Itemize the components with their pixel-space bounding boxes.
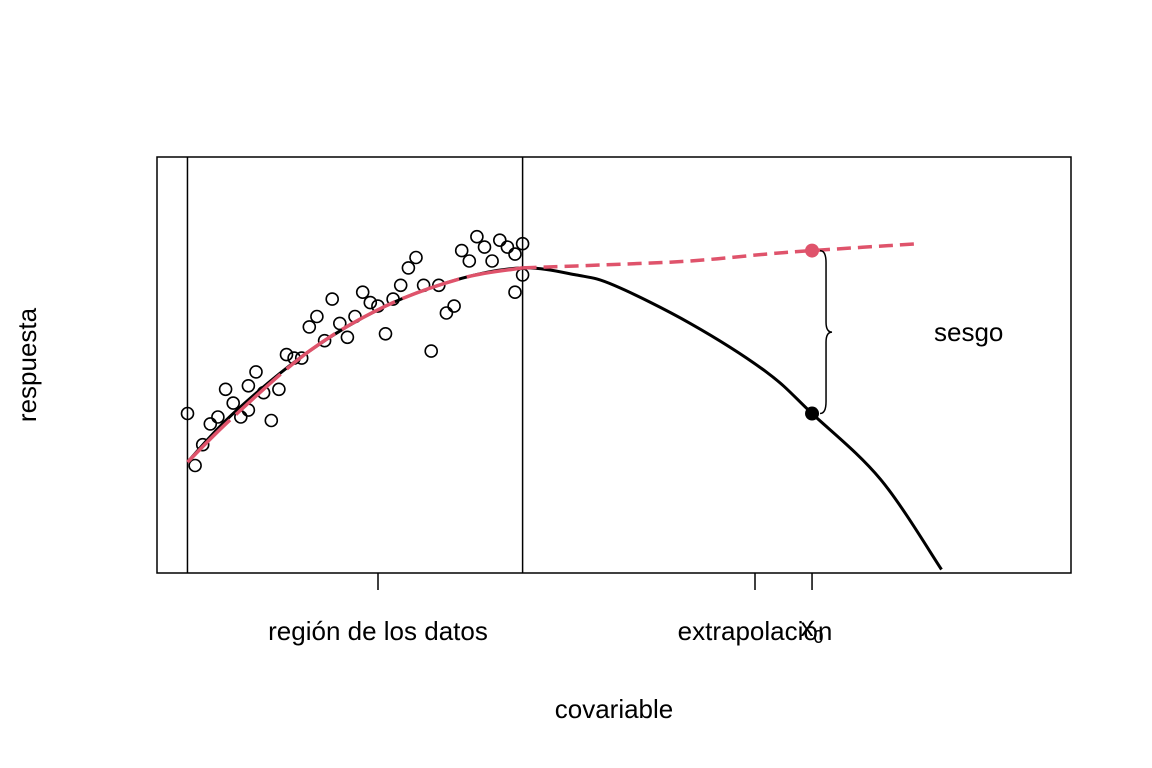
data-point <box>401 261 416 275</box>
data-point <box>363 295 378 310</box>
data-point <box>454 243 469 258</box>
data-point <box>203 417 218 431</box>
x-axis-label: covariable <box>555 694 674 724</box>
data-point <box>310 309 324 324</box>
data-point <box>485 254 499 268</box>
data-point <box>294 351 309 365</box>
data-point <box>211 410 225 424</box>
tick-label-x0: x0 <box>801 612 824 647</box>
data-point <box>492 233 507 247</box>
x0-label-sub: 0 <box>814 627 824 647</box>
data-point <box>302 320 317 334</box>
tick-label-region: región de los datos <box>268 616 488 646</box>
data-point <box>409 250 423 265</box>
fitted-curve-in-region <box>186 266 523 464</box>
data-point <box>393 278 408 293</box>
data-point <box>439 306 454 320</box>
data-point <box>515 236 530 251</box>
data-point <box>188 458 202 473</box>
data-point <box>264 413 279 428</box>
bias-label: sesgo <box>934 317 1003 347</box>
data-point <box>218 382 233 397</box>
y-axis-label: respuesta <box>12 307 42 422</box>
true-curve <box>186 266 943 571</box>
bias-brace <box>819 249 833 415</box>
tick-label-extrapolation: extrapolación <box>678 616 833 646</box>
data-point <box>340 330 355 345</box>
fitted-point-x0 <box>805 243 820 258</box>
data-point <box>180 406 195 421</box>
data-point <box>431 278 446 293</box>
data-point <box>508 247 522 261</box>
data-point <box>477 240 492 254</box>
data-point <box>279 347 294 362</box>
fitted-curve-extrapolation <box>522 241 919 270</box>
data-point <box>317 333 332 348</box>
data-point <box>378 326 393 341</box>
data-point <box>355 285 370 300</box>
data-point <box>195 437 210 452</box>
data-points <box>180 229 530 473</box>
data-point <box>325 292 340 306</box>
data-point <box>500 240 515 254</box>
data-point <box>249 365 263 379</box>
data-point <box>424 344 439 358</box>
plot-box <box>156 156 1072 574</box>
data-point <box>241 378 256 393</box>
data-point <box>272 382 286 397</box>
data-point <box>470 229 484 244</box>
x0-label-main: x <box>801 612 814 642</box>
data-point <box>462 254 477 268</box>
data-point <box>508 285 522 300</box>
data-point <box>226 396 240 410</box>
data-point <box>447 299 461 313</box>
true-point-x0 <box>805 406 820 421</box>
